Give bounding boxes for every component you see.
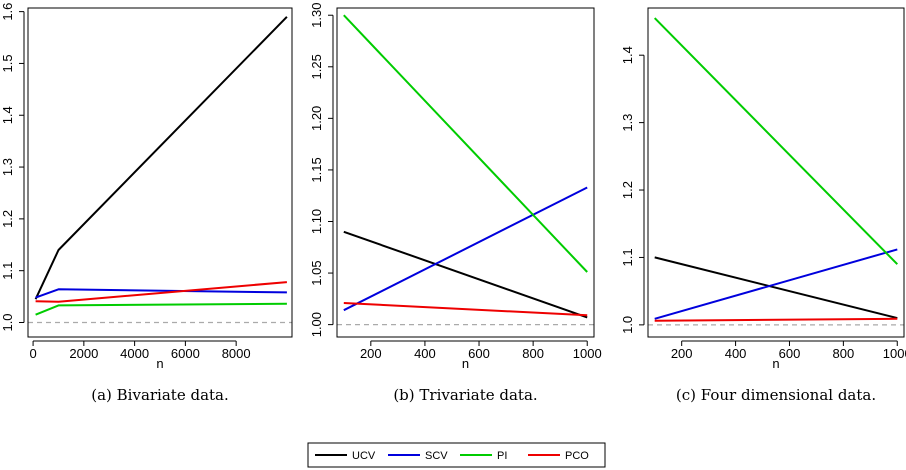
legend-label-pco: PCO: [565, 450, 589, 462]
x-tick-label: 400: [725, 346, 747, 361]
series-line-pco: [343, 302, 588, 317]
series-line-pco: [35, 281, 287, 303]
panel-caption: (b) Trivariate data.: [393, 386, 537, 404]
chart-panel-2: 200 400 600 800 1000 n 1.00 1.05 1.10 1.15 1.20 1.2…: [309, 3, 602, 404]
x-tick-label: 1000: [883, 346, 906, 361]
x-tick-label: 200: [671, 346, 693, 361]
y-tick-label: 1.1: [0, 262, 15, 280]
series-line-pi: [653, 17, 899, 265]
series-line-ucv: [654, 256, 898, 320]
y-tick-label: 1.5: [0, 54, 15, 72]
y-tick-label: 1.15: [309, 157, 324, 182]
y-tick-label: 1.1: [620, 248, 635, 266]
series-line-pi: [343, 14, 588, 273]
series-line-scv: [654, 248, 898, 320]
plot-frame: [27, 7, 293, 338]
series-line-scv: [35, 288, 287, 299]
panel-caption: (a) Bivariate data.: [91, 386, 229, 404]
y-tick-label: 1.05: [309, 260, 324, 285]
x-tick-label: 400: [414, 346, 436, 361]
x-axis-label: n: [772, 356, 779, 371]
y-tick-label: 1.30: [309, 3, 324, 28]
y-tick-label: 1.4: [620, 46, 635, 64]
x-tick-label: 2000: [69, 346, 98, 361]
y-tick-label: 1.2: [0, 210, 15, 228]
x-tick-label: 800: [833, 346, 855, 361]
x-tick-label: 200: [360, 346, 382, 361]
legend: UCV SCV PI PCO: [307, 442, 606, 468]
x-axis-label: n: [462, 356, 469, 371]
x-tick-label: 800: [522, 346, 544, 361]
plot-frame: [336, 7, 595, 338]
series-line-ucv: [34, 16, 288, 300]
legend-label-ucv: UCV: [352, 450, 376, 462]
y-tick-label: 1.0: [620, 316, 635, 334]
x-tick-label: 600: [779, 346, 801, 361]
legend-label-pi: PI: [497, 450, 507, 462]
x-tick-label: 4000: [120, 346, 149, 361]
y-tick-label: 1.2: [620, 181, 635, 199]
x-tick-label: 6000: [171, 346, 200, 361]
panel-caption: (c) Four dimensional data.: [676, 386, 876, 404]
chart-panel-3: 200 400 600 800 1000 n 1.0 1.1 1.2 1.3 1.4 (c) Four…: [620, 7, 906, 404]
series-line-pi: [35, 302, 287, 316]
x-tick-label: 1000: [573, 346, 602, 361]
legend-label-scv: SCV: [425, 450, 448, 462]
y-tick-label: 1.25: [309, 54, 324, 79]
x-tick-label: 0: [29, 346, 36, 361]
y-tick-label: 1.4: [0, 106, 15, 124]
y-tick-label: 1.3: [0, 158, 15, 176]
x-axis-label: n: [156, 356, 163, 371]
y-tick-label: 1.3: [620, 114, 635, 132]
y-tick-label: 1.6: [0, 3, 15, 21]
y-tick-label: 1.0: [0, 313, 15, 331]
series-line-pco: [654, 317, 898, 322]
series-line-scv: [343, 186, 588, 312]
x-tick-label: 600: [468, 346, 490, 361]
y-tick-label: 1.10: [309, 209, 324, 234]
chart-panel-1: 0 2000 4000 6000 8000 n 1.0 1.1 1.2 1.3 1.4 1.5 1.6 (…: [0, 3, 293, 404]
y-tick-label: 1.00: [309, 312, 324, 337]
series-line-ucv: [343, 230, 588, 319]
y-tick-label: 1.20: [309, 106, 324, 131]
plot-frame: [647, 7, 905, 338]
x-tick-label: 8000: [222, 346, 251, 361]
